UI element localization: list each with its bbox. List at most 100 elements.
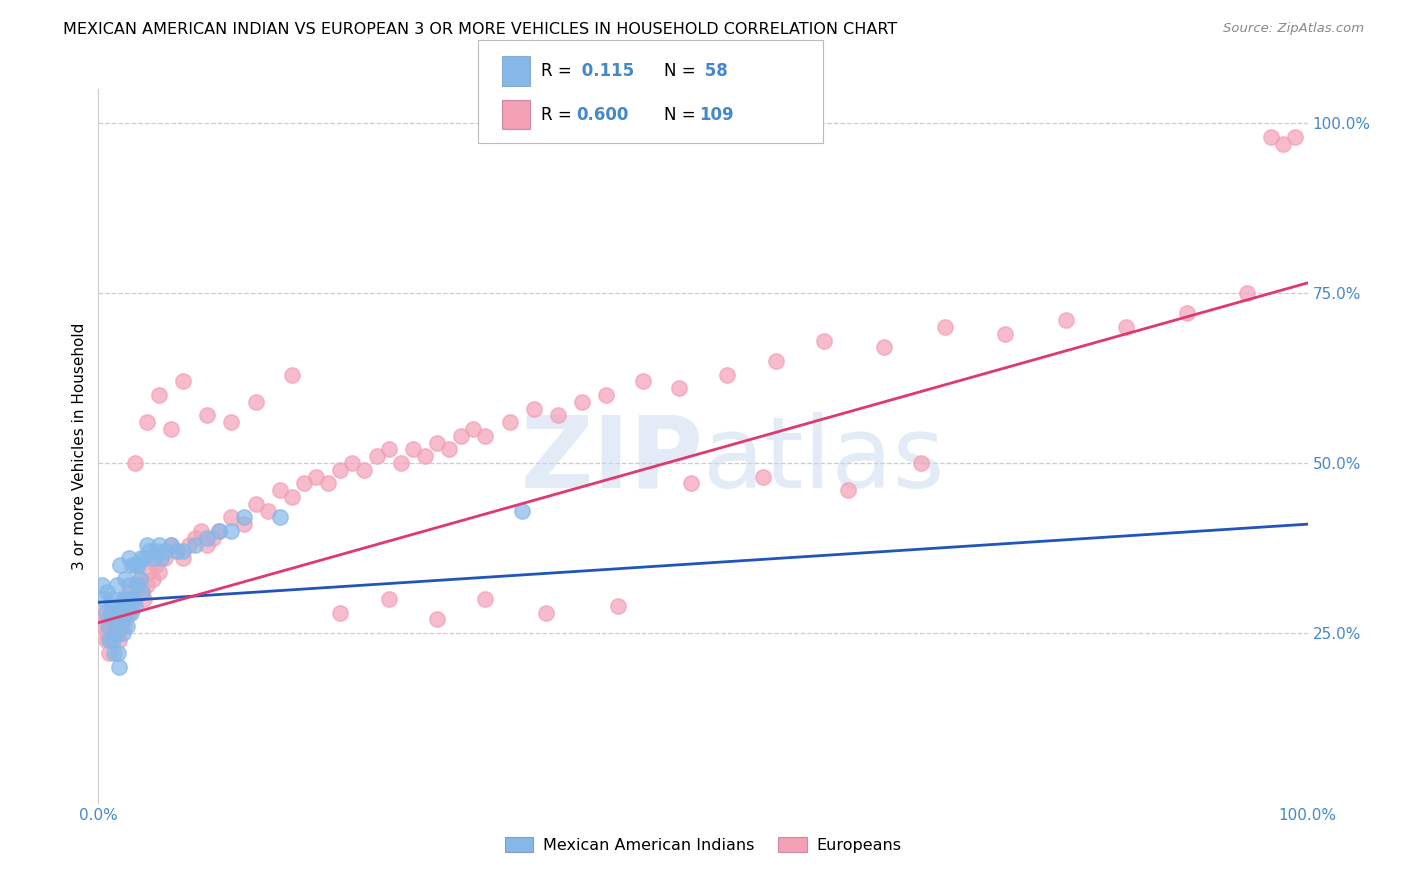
Point [100, 591, 122, 606]
Point [115, 606, 138, 620]
Point [752, 469, 775, 483]
Text: N =: N = [664, 105, 700, 124]
Point [377, 442, 399, 457]
Point [117, 619, 139, 633]
Point [145, 558, 167, 572]
Point [595, 388, 617, 402]
Point [221, 510, 243, 524]
Point [172, 551, 194, 566]
Point [160, 537, 183, 551]
Point [138, 565, 160, 579]
Point [135, 578, 157, 592]
Point [124, 591, 146, 606]
Text: ZIP: ZIP [520, 412, 703, 508]
Point [329, 606, 352, 620]
Point [534, 606, 557, 620]
Point [153, 544, 176, 558]
Point [118, 551, 141, 566]
Point [120, 606, 142, 620]
Point [105, 612, 128, 626]
Point [105, 578, 128, 592]
Point [138, 544, 160, 558]
Point [112, 612, 135, 626]
Point [166, 544, 188, 558]
Point [1115, 320, 1137, 334]
Point [437, 442, 460, 457]
Point [134, 551, 156, 566]
Point [679, 476, 702, 491]
Point [1236, 286, 1258, 301]
Point [98, 632, 121, 647]
Point [112, 619, 135, 633]
Point [1054, 313, 1077, 327]
Point [124, 456, 146, 470]
Point [98, 646, 121, 660]
Point [108, 660, 131, 674]
Point [153, 551, 176, 566]
Point [195, 531, 218, 545]
Point [114, 572, 136, 586]
Point [837, 483, 859, 498]
Point [100, 619, 122, 633]
Point [118, 591, 141, 606]
Point [160, 422, 183, 436]
Text: 0.115: 0.115 [576, 62, 634, 80]
Point [426, 612, 449, 626]
Point [101, 612, 124, 626]
Point [366, 449, 388, 463]
Point [96, 626, 118, 640]
Point [377, 591, 399, 606]
Text: R =: R = [541, 62, 578, 80]
Point [127, 558, 149, 572]
Point [135, 415, 157, 429]
Point [142, 572, 165, 586]
Point [269, 510, 291, 524]
Point [93, 591, 115, 606]
Text: atlas: atlas [703, 412, 945, 508]
Point [120, 585, 142, 599]
Point [96, 585, 118, 599]
Point [148, 537, 170, 551]
Point [128, 572, 150, 586]
Point [631, 375, 654, 389]
Point [994, 326, 1017, 341]
Text: MEXICAN AMERICAN INDIAN VS EUROPEAN 3 OR MORE VEHICLES IN HOUSEHOLD CORRELATION : MEXICAN AMERICAN INDIAN VS EUROPEAN 3 OR… [63, 22, 897, 37]
Point [93, 619, 115, 633]
Point [402, 442, 425, 457]
Text: 109: 109 [699, 105, 734, 124]
Point [208, 524, 231, 538]
Point [172, 375, 194, 389]
Point [129, 551, 152, 566]
Point [1272, 136, 1295, 151]
Point [256, 503, 278, 517]
Point [148, 565, 170, 579]
Point [131, 585, 153, 599]
Point [184, 537, 207, 551]
Point [121, 558, 143, 572]
Point [571, 394, 593, 409]
Point [121, 599, 143, 613]
Point [232, 510, 254, 524]
Point [114, 591, 136, 606]
Point [166, 544, 188, 558]
Point [127, 578, 149, 592]
Point [100, 632, 122, 647]
Point [342, 456, 364, 470]
Point [221, 524, 243, 538]
Point [111, 591, 134, 606]
Point [103, 646, 125, 660]
Point [101, 612, 124, 626]
Point [111, 612, 134, 626]
Point [91, 578, 114, 592]
Point [160, 537, 183, 551]
Point [510, 503, 533, 517]
Point [389, 456, 412, 470]
Point [103, 606, 125, 620]
Point [450, 429, 472, 443]
Point [148, 388, 170, 402]
Point [101, 632, 124, 647]
Point [498, 415, 520, 429]
Point [232, 517, 254, 532]
Point [245, 497, 267, 511]
Point [128, 572, 150, 586]
